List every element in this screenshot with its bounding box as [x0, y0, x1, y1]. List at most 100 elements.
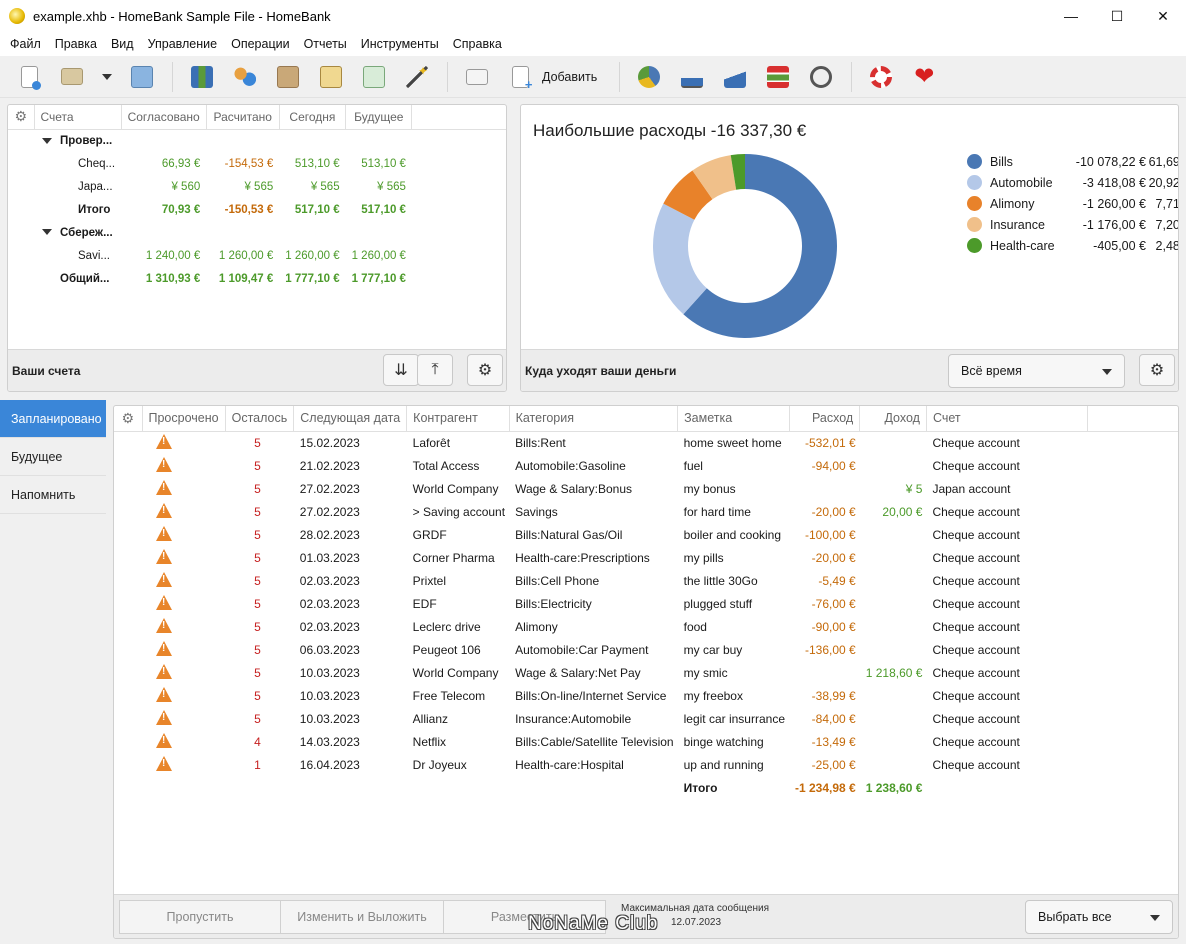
trend-report-button[interactable]: [763, 62, 793, 92]
skip-button[interactable]: Пропустить: [119, 900, 281, 934]
new-file-button[interactable]: [14, 62, 44, 92]
scheduled-row[interactable]: 5 02.03.2023 EDF Bills:Electricity plugged s…: [114, 592, 1178, 615]
steering-wheel-icon: [810, 65, 833, 88]
budget-envelope-icon: [363, 65, 385, 88]
accounts-settings-icon[interactable]: ⚙: [8, 105, 35, 130]
select-all-dropdown[interactable]: Выбрать все: [1025, 900, 1173, 934]
statistics-report-button[interactable]: [634, 62, 664, 92]
close-button[interactable]: ✕: [1157, 7, 1169, 24]
income-amount: [860, 546, 927, 569]
sidebar-item-remind[interactable]: Напомнить: [0, 476, 106, 514]
remaining-count: 5: [254, 573, 261, 588]
category: Bills:Natural Gas/Oil: [515, 527, 623, 542]
menu-help[interactable]: Справка: [452, 37, 502, 51]
period-select[interactable]: Всё время: [948, 354, 1125, 388]
account-grand-total-row[interactable]: Общий... 1 310,93 € 1 109,47 € 1 777,10 …: [8, 267, 506, 290]
sidebar-item-scheduled[interactable]: Запланировано: [0, 400, 106, 438]
chart-options-button[interactable]: ⚙: [1139, 354, 1175, 386]
balance-report-button[interactable]: [720, 62, 750, 92]
account-row[interactable]: Cheq... 66,93 € -154,53 € 513,10 € 513,1…: [8, 152, 506, 175]
donate-button[interactable]: ❤: [909, 62, 939, 92]
templates-button[interactable]: [316, 62, 346, 92]
account-row[interactable]: Japa... ¥ 560 ¥ 565 ¥ 565 ¥ 565: [8, 175, 506, 198]
donut-slice-insurance[interactable]: [692, 155, 737, 200]
scheduled-row[interactable]: 5 15.02.2023 Laforêt Bills:Rent home sweet h…: [114, 431, 1178, 454]
open-recent-dropdown[interactable]: [100, 62, 114, 92]
col-expense[interactable]: Расход: [789, 406, 861, 432]
legend-item: Alimony -1 260,00 € 7,71%: [967, 193, 1178, 214]
assign-button[interactable]: ✦: [402, 62, 432, 92]
accounts-options-button[interactable]: ⚙: [467, 354, 503, 386]
vehicle-cost-button[interactable]: [806, 62, 836, 92]
col-next-date[interactable]: Следующая дата: [293, 406, 408, 432]
account-group-row[interactable]: Сбереж...: [8, 221, 506, 244]
edit-and-post-button[interactable]: Изменить и Выложить: [280, 900, 444, 934]
donut-slice-health-care[interactable]: [730, 154, 745, 190]
future-value: 1 260,00 €: [351, 249, 406, 262]
donut-slice-alimony[interactable]: [663, 170, 713, 220]
scheduled-row[interactable]: 5 28.02.2023 GRDF Bills:Natural Gas/Oil boil…: [114, 523, 1178, 546]
col-reconciled[interactable]: Согласовано: [121, 105, 207, 130]
col-account[interactable]: Счет: [926, 406, 1088, 432]
menu-file[interactable]: Файл: [10, 37, 41, 51]
account-row[interactable]: Savi... 1 240,00 € 1 260,00 € 1 260,00 €…: [8, 244, 506, 267]
col-income[interactable]: Доход: [859, 406, 927, 432]
scheduled-row[interactable]: 5 10.03.2023 Free Telecom Bills:On-line/Int…: [114, 684, 1178, 707]
collapse-all-button[interactable]: ⤒: [417, 354, 453, 386]
maximize-button[interactable]: ☐: [1110, 7, 1124, 24]
scheduled-settings-icon[interactable]: ⚙: [114, 406, 143, 432]
legend-swatch: [967, 196, 982, 211]
sidebar-item-future[interactable]: Будущее: [0, 438, 106, 476]
donut-slice-bills[interactable]: [683, 154, 837, 338]
scheduled-row[interactable]: 5 02.03.2023 Leclerc drive Alimony food -90,0…: [114, 615, 1178, 638]
menu-tools[interactable]: Инструменты: [360, 37, 439, 51]
scheduled-row[interactable]: 5 10.03.2023 Allianz Insurance:Automobile le…: [114, 707, 1178, 730]
add-transaction-label[interactable]: Добавить: [542, 69, 598, 84]
help-button[interactable]: [866, 62, 896, 92]
scheduled-row[interactable]: 5 27.02.2023 > Saving account Savings for ha…: [114, 500, 1178, 523]
income-amount: [860, 431, 927, 454]
col-today[interactable]: Сегодня: [279, 105, 347, 130]
menu-reports[interactable]: Отчеты: [303, 37, 347, 51]
account-name: Cheque account: [932, 596, 1020, 611]
col-cleared[interactable]: Расчитано: [206, 105, 280, 130]
scheduled-row[interactable]: 5 06.03.2023 Peugeot 106 Automobile:Car Pay…: [114, 638, 1178, 661]
scheduled-row[interactable]: 5 27.02.2023 World Company Wage & Salary:Bo…: [114, 477, 1178, 500]
scheduled-row[interactable]: 5 01.03.2023 Corner Pharma Health-care:Pres…: [114, 546, 1178, 569]
add-transaction-button[interactable]: +: [505, 62, 535, 92]
open-register-button[interactable]: [462, 62, 492, 92]
categories-button[interactable]: [273, 62, 303, 92]
menu-manage[interactable]: Управление: [147, 37, 218, 51]
menu-view[interactable]: Вид: [110, 37, 134, 51]
account-total-row[interactable]: Итого 70,93 € -150,53 € 517,10 € 517,10 …: [8, 198, 506, 221]
max-post-date-value[interactable]: 12.07.2023: [671, 917, 722, 928]
donut-chart[interactable]: [521, 105, 1179, 351]
scheduled-row[interactable]: 5 21.02.2023 Total Access Automobile:Gasoli…: [114, 454, 1178, 477]
col-accounts[interactable]: Счета: [34, 105, 122, 130]
scheduled-row[interactable]: 4 14.03.2023 Netflix Bills:Cable/Satellite …: [114, 730, 1178, 753]
donut-slice-automobile[interactable]: [653, 203, 707, 315]
col-payee[interactable]: Контрагент: [406, 406, 510, 432]
budget-report-button[interactable]: [677, 62, 707, 92]
scheduled-row[interactable]: 5 02.03.2023 Prixtel Bills:Cell Phone the li…: [114, 569, 1178, 592]
minimize-button[interactable]: —: [1064, 8, 1078, 24]
col-category[interactable]: Категория: [509, 406, 679, 432]
scheduled-row[interactable]: 5 10.03.2023 World Company Wage & Salary:Ne…: [114, 661, 1178, 684]
account-group-row[interactable]: Провер...: [8, 129, 506, 152]
expand-all-button[interactable]: ⇊: [383, 354, 419, 386]
next-date: 27.02.2023: [299, 481, 360, 496]
warning-icon: [156, 709, 172, 725]
menu-transactions[interactable]: Операции: [231, 37, 290, 51]
col-overdue[interactable]: Просрочено: [142, 406, 226, 432]
col-future[interactable]: Будущее: [345, 105, 413, 130]
save-button[interactable]: [127, 62, 157, 92]
post-button[interactable]: Разместить: [443, 900, 606, 934]
open-file-button[interactable]: [57, 62, 87, 92]
col-remaining[interactable]: Осталось: [225, 406, 295, 432]
col-memo[interactable]: Заметка: [677, 406, 790, 432]
payees-button[interactable]: [230, 62, 260, 92]
accounts-button[interactable]: [187, 62, 217, 92]
scheduled-row[interactable]: 1 16.04.2023 Dr Joyeux Health-care:Hospital…: [114, 753, 1178, 776]
menu-edit[interactable]: Правка: [54, 37, 97, 51]
budget-button[interactable]: [359, 62, 389, 92]
